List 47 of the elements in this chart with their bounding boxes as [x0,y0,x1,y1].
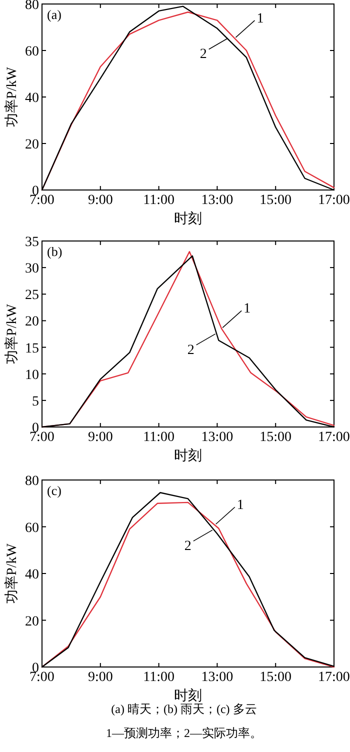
annotation: (c) [47,483,62,498]
annotation: (a) [47,7,62,22]
x-tick-label: 9:00 [88,193,113,208]
y-tick-label: 40 [25,568,39,582]
y-axis-title: 功率P/kW [4,542,20,604]
annotation: 2 [184,539,192,554]
x-axis-title: 时刻 [174,448,202,464]
y-tick-label: 25 [25,288,39,304]
y-tick-label: 20 [25,614,39,630]
y-tick-label: 35 [25,235,39,250]
annotation: 2 [187,342,194,358]
x-tick-label: 11:00 [143,670,174,685]
annotation: 2 [200,47,207,62]
x-axis-title: 时刻 [174,211,202,227]
x-tick-label: 13:00 [201,193,234,208]
y-tick-label: 80 [25,0,39,13]
x-tick-label: 9:00 [88,430,113,445]
x-tick-label: 11:00 [143,430,174,445]
x-axis-title: 时刻 [174,688,202,704]
x-tick-label: 11:00 [143,193,174,208]
x-tick-label: 17:00 [318,193,350,208]
y-tick-label: 10 [25,368,39,383]
x-tick-label: 15:00 [260,193,292,208]
y-axis-title: 功率P/kW [4,66,20,127]
annotation: 1 [256,11,264,26]
y-tick-label: 20 [25,314,39,330]
x-tick-label: 15:00 [260,670,292,685]
text: 1—预测功率；2—实际功率。 [106,726,262,740]
x-tick-label: 13:00 [201,430,234,445]
x-tick-label: 17:00 [318,670,350,685]
y-tick-label: 5 [32,394,39,410]
x-tick-label: 9:00 [88,670,113,685]
annotation: 1 [244,302,251,317]
x-tick-label: 17:00 [318,430,350,445]
y-tick-label: 20 [25,138,39,152]
x-tick-label: 13:00 [201,670,234,685]
y-tick-label: 60 [25,520,39,536]
x-tick-label: 15:00 [260,430,292,445]
y-tick-label: 30 [25,262,39,277]
y-tick-label: 40 [25,91,39,106]
annotation: 1 [236,498,244,514]
y-tick-label: 80 [25,474,39,489]
text: (a) 晴天；(b) 雨天；(c) 多云 [111,702,257,716]
annotation: (b) [47,244,62,259]
y-axis-title: 功率P/kW [4,303,20,364]
y-tick-label: 60 [25,44,39,60]
y-tick-label: 15 [25,341,39,356]
